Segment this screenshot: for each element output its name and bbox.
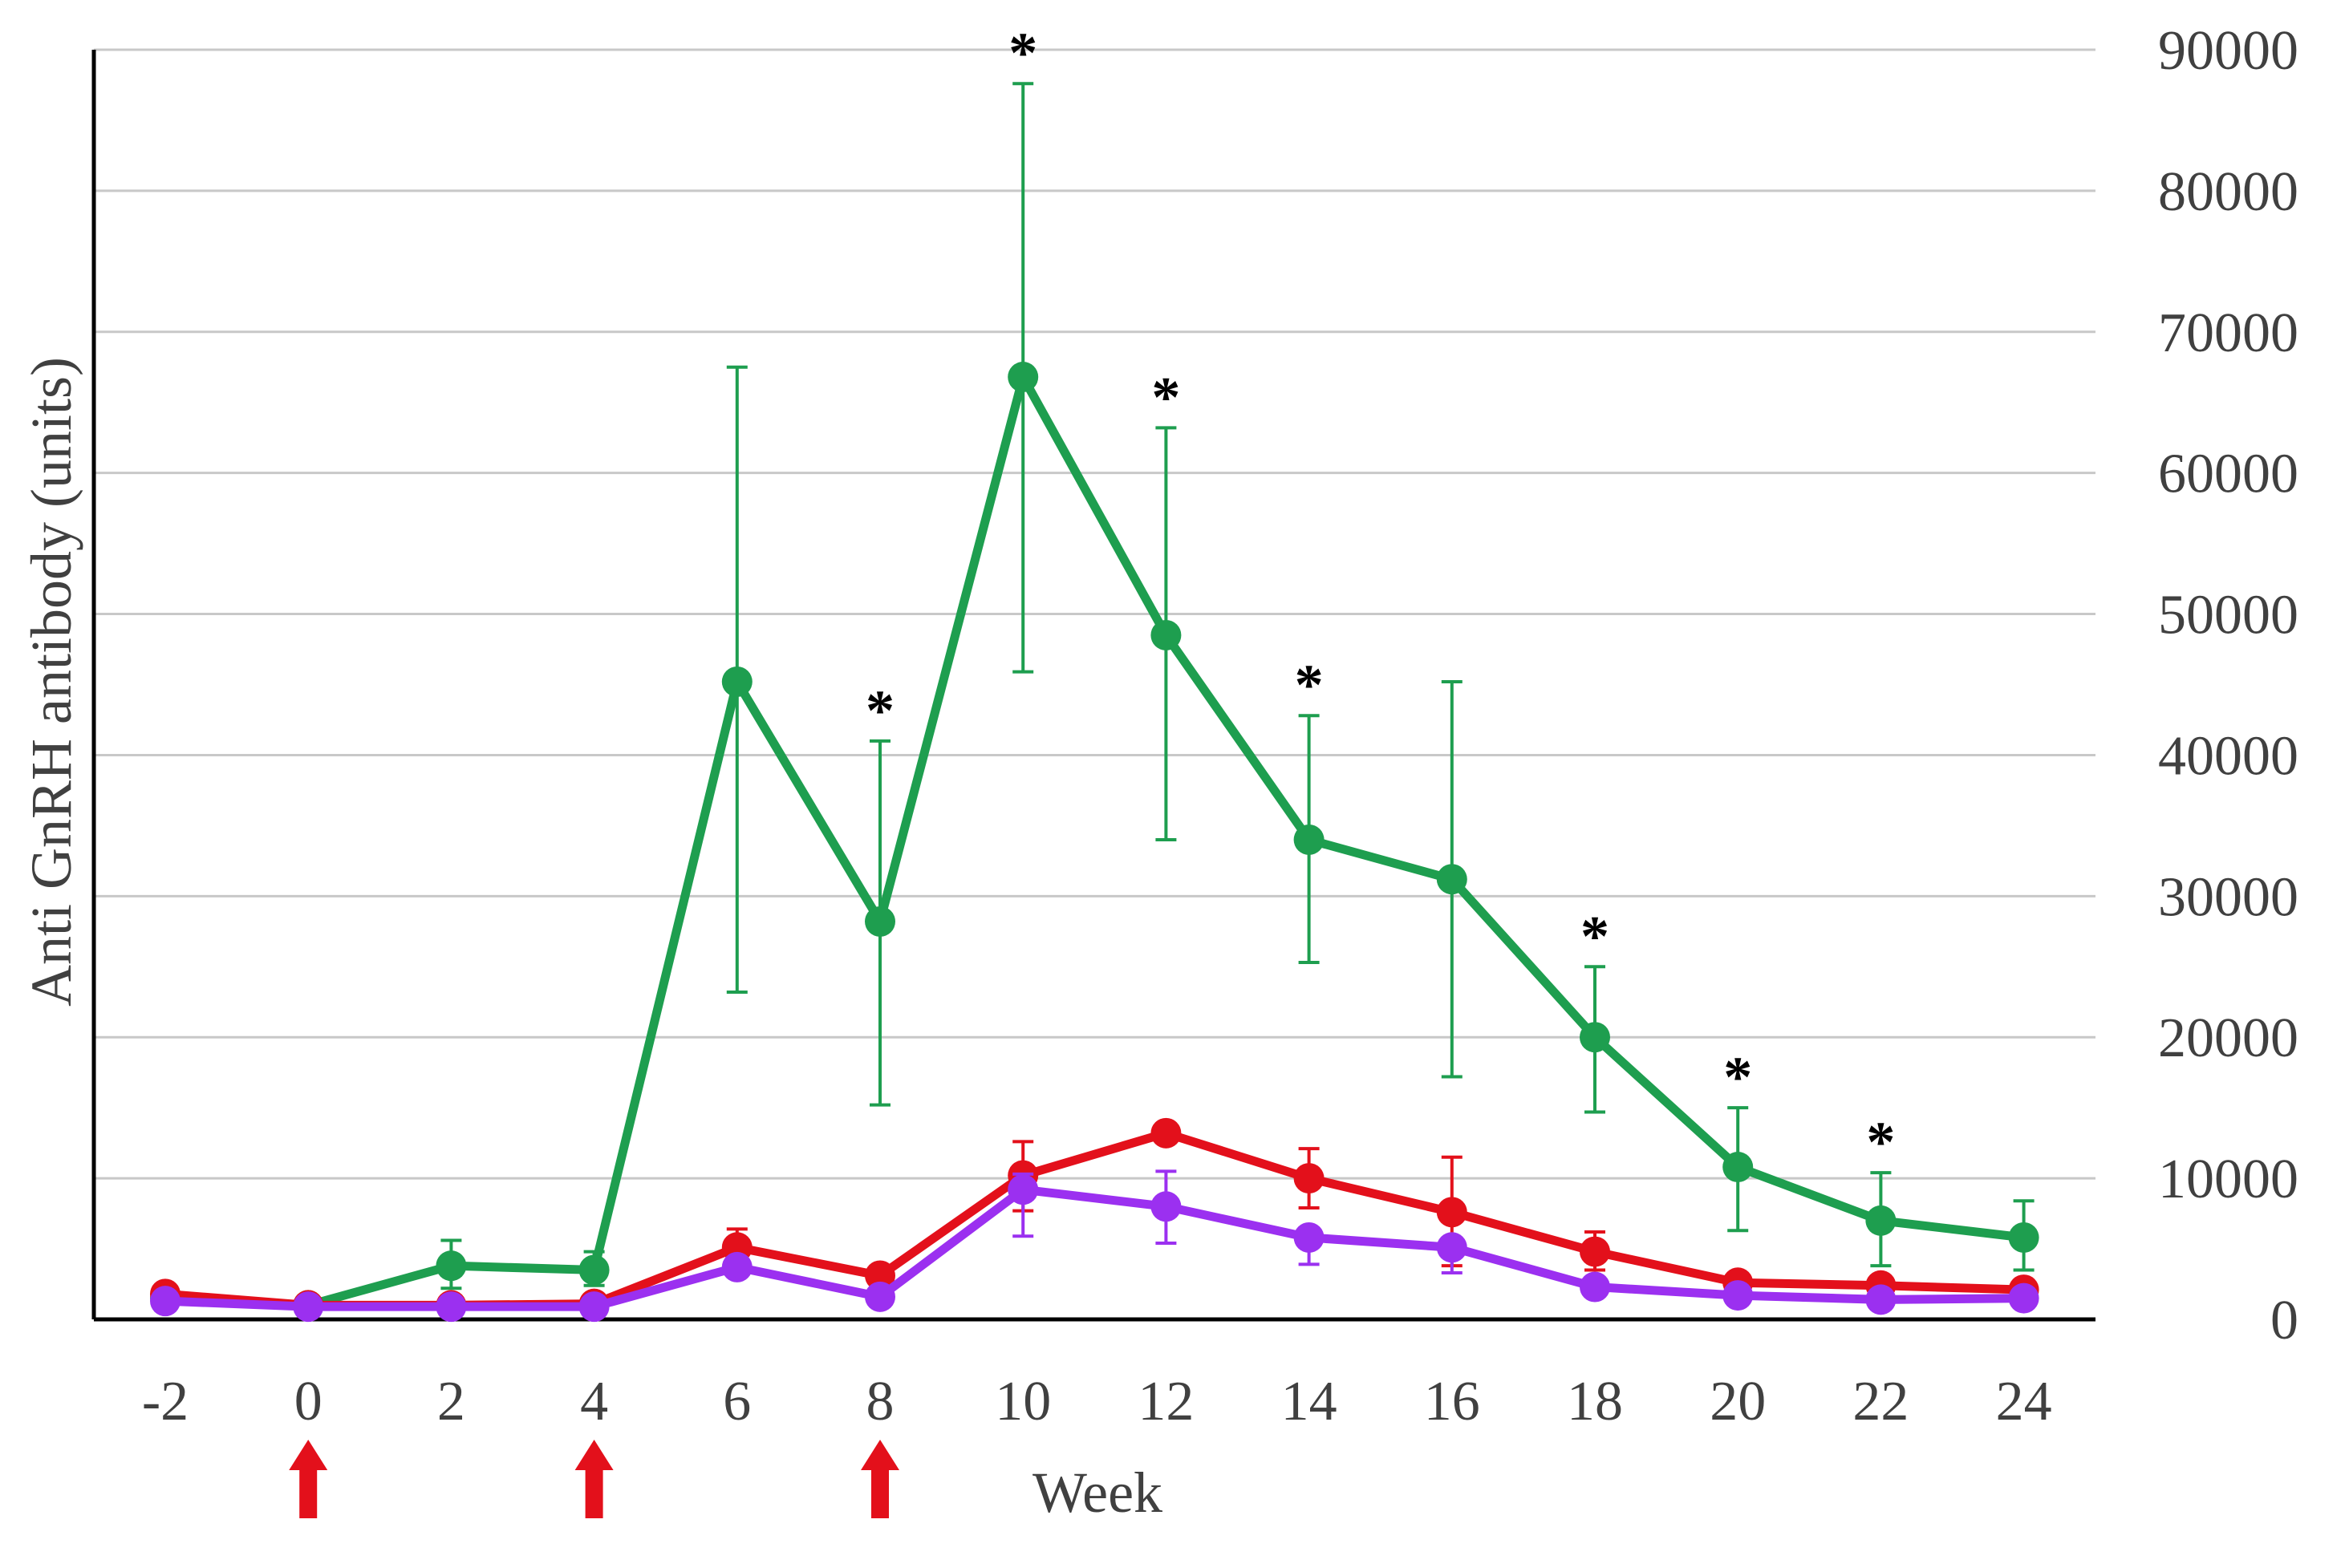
data-point — [1293, 824, 1325, 855]
x-tick-label: 0 — [294, 1371, 323, 1432]
data-point — [1580, 1236, 1610, 1267]
y-axis-title: Anti GnRH antibody (units) — [19, 357, 83, 1007]
data-point — [1008, 1174, 1039, 1205]
grid-lines — [94, 48, 2095, 1180]
series-line — [160, 1185, 2029, 1311]
data-point — [578, 1254, 610, 1286]
data-point — [436, 1291, 467, 1323]
series-0 — [150, 82, 2039, 1321]
y-tick-label: 70000 — [2158, 302, 2298, 364]
x-tick-label: 2 — [437, 1371, 465, 1432]
data-point — [1722, 1280, 1754, 1311]
significance-star: * — [1723, 1045, 1752, 1109]
significance-markers: * * * * * * * — [866, 21, 1895, 1174]
x-tick-label: 24 — [1996, 1371, 2052, 1432]
x-tick-label: 8 — [866, 1371, 895, 1432]
y-tick-label: 80000 — [2158, 161, 2298, 223]
y-tick-label: 60000 — [2158, 444, 2298, 505]
significance-star: * — [1580, 904, 1609, 968]
x-tick-label: 14 — [1281, 1371, 1337, 1432]
data-point — [150, 1286, 181, 1317]
significance-star: * — [1295, 653, 1324, 717]
data-point — [1150, 619, 1182, 650]
data-point — [2008, 1282, 2039, 1314]
data-point — [721, 1251, 753, 1282]
data-point — [865, 1281, 895, 1312]
x-tick-label: 20 — [1710, 1371, 1766, 1432]
data-point — [721, 666, 753, 697]
x-tick-label: 22 — [1852, 1371, 1909, 1432]
data-point — [865, 1260, 895, 1291]
x-tick-label: 4 — [580, 1371, 608, 1432]
data-point — [1008, 362, 1039, 393]
data-point — [1865, 1205, 1897, 1236]
series-line — [160, 372, 2029, 1310]
booster-arrow-icon — [289, 1440, 328, 1518]
x-tick-labels: -2 0 2 4 6 8 10 12 14 16 18 20 22 24 — [142, 1371, 2052, 1432]
significance-star: * — [866, 679, 895, 743]
significance-star: * — [1866, 1110, 1895, 1174]
data-point — [1580, 1271, 1610, 1303]
data-point — [1150, 1191, 1182, 1222]
significance-star: * — [1008, 21, 1037, 85]
data-point — [293, 1291, 324, 1323]
data-point — [1865, 1284, 1897, 1315]
data-point — [1150, 1117, 1182, 1149]
data-point — [1722, 1152, 1754, 1183]
data-point — [1293, 1163, 1325, 1194]
y-tick-label: 10000 — [2158, 1149, 2298, 1210]
data-point — [436, 1250, 467, 1282]
booster-arrows — [289, 1440, 899, 1518]
series-1 — [150, 1117, 2039, 1321]
y-tick-label: 30000 — [2158, 866, 2298, 928]
y-tick-label: 90000 — [2158, 20, 2298, 82]
data-point — [2008, 1222, 2039, 1253]
y-tick-label: 40000 — [2158, 725, 2298, 787]
x-tick-label: -2 — [142, 1371, 189, 1432]
data-point — [1436, 864, 1467, 895]
y-tick-label: 50000 — [2158, 585, 2298, 646]
x-axis-title: Week — [1033, 1461, 1162, 1525]
y-tick-label: 0 — [2270, 1290, 2298, 1351]
axes — [91, 50, 2095, 1322]
significance-star: * — [1151, 365, 1180, 429]
x-tick-label: 10 — [995, 1371, 1051, 1432]
data-point — [1580, 1022, 1610, 1053]
y-tick-label: 20000 — [2158, 1007, 2298, 1069]
data-point — [1293, 1222, 1325, 1253]
data-point — [1436, 1232, 1467, 1263]
data-point — [578, 1291, 610, 1323]
data-point — [865, 906, 895, 937]
x-tick-label: 16 — [1424, 1371, 1480, 1432]
x-tick-label: 12 — [1138, 1371, 1194, 1432]
y-tick-labels: 0 10000 20000 30000 40000 50000 60000 70000 8000… — [2158, 20, 2298, 1351]
x-tick-label: 6 — [723, 1371, 751, 1432]
booster-arrow-icon — [574, 1440, 614, 1518]
series-group — [150, 82, 2039, 1323]
booster-arrow-icon — [861, 1440, 899, 1518]
series-2 — [150, 1169, 2039, 1323]
x-tick-label: 18 — [1567, 1371, 1623, 1432]
data-point — [1436, 1197, 1467, 1228]
